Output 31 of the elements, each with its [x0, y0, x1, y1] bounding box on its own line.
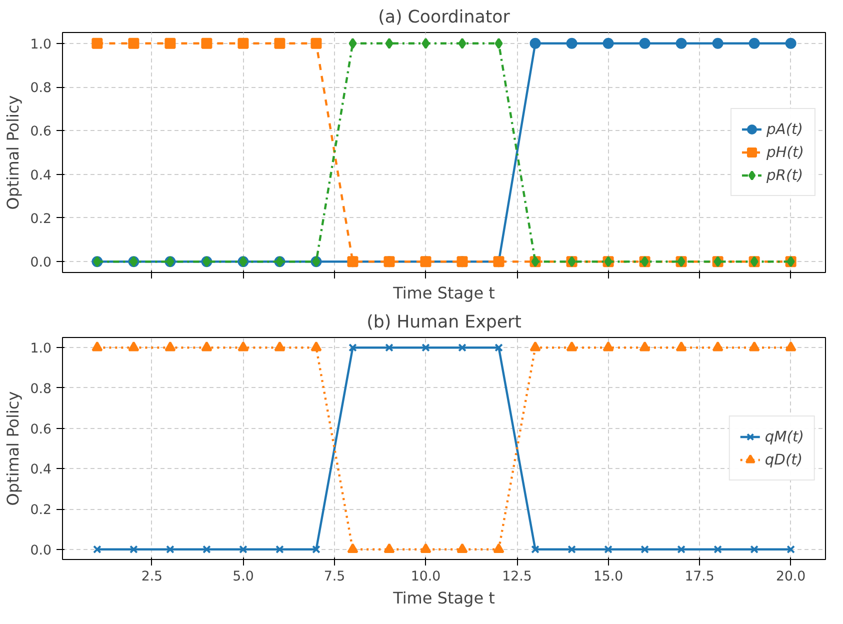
x-tick-label: 2.5 [141, 570, 163, 584]
y-tick-label: 0.0 [30, 256, 52, 271]
y-tick-label: 0.6 [30, 422, 52, 438]
chart-title: (a) Coordinator [378, 8, 511, 28]
y-tick-label: 0.2 [30, 503, 52, 518]
y-tick-label: 1.0 [30, 37, 52, 52]
x-tick-label: 5.0 [232, 570, 254, 584]
legend-label: qD(t) [764, 451, 803, 468]
y-tick-label: 0.6 [30, 124, 52, 140]
chart-title: (b) Human Expert [366, 312, 522, 332]
y-axis-title: Optimal Policy [3, 95, 22, 210]
x-tick-label: 15.0 [593, 570, 624, 584]
x-tick-label: 12.5 [502, 570, 532, 584]
y-tick-label: 1.0 [30, 342, 52, 357]
legend-label: pH(t) [766, 144, 804, 160]
x-tick-label: 17.5 [684, 570, 714, 584]
y-axis-title: Optimal Policy [3, 391, 22, 506]
legend-label: pA(t) [766, 120, 803, 138]
y-tick-label: 0.8 [30, 382, 52, 397]
y-tick-label: 0.4 [30, 462, 52, 478]
x-tick-label: 10.0 [410, 570, 441, 584]
x-axis-title: Time Stage t [392, 284, 495, 302]
y-tick-label: 0.8 [30, 81, 52, 96]
y-tick-label: 0.0 [30, 543, 52, 558]
x-axis-title: Time Stage t [392, 588, 495, 608]
legend-label: qM(t) [764, 428, 804, 445]
y-tick-label: 0.2 [30, 212, 52, 227]
y-tick-label: 0.4 [30, 168, 52, 184]
x-tick-label: 20.0 [776, 570, 806, 584]
legend-label: pR(t) [766, 166, 804, 184]
x-tick-label: 7.5 [324, 570, 346, 584]
